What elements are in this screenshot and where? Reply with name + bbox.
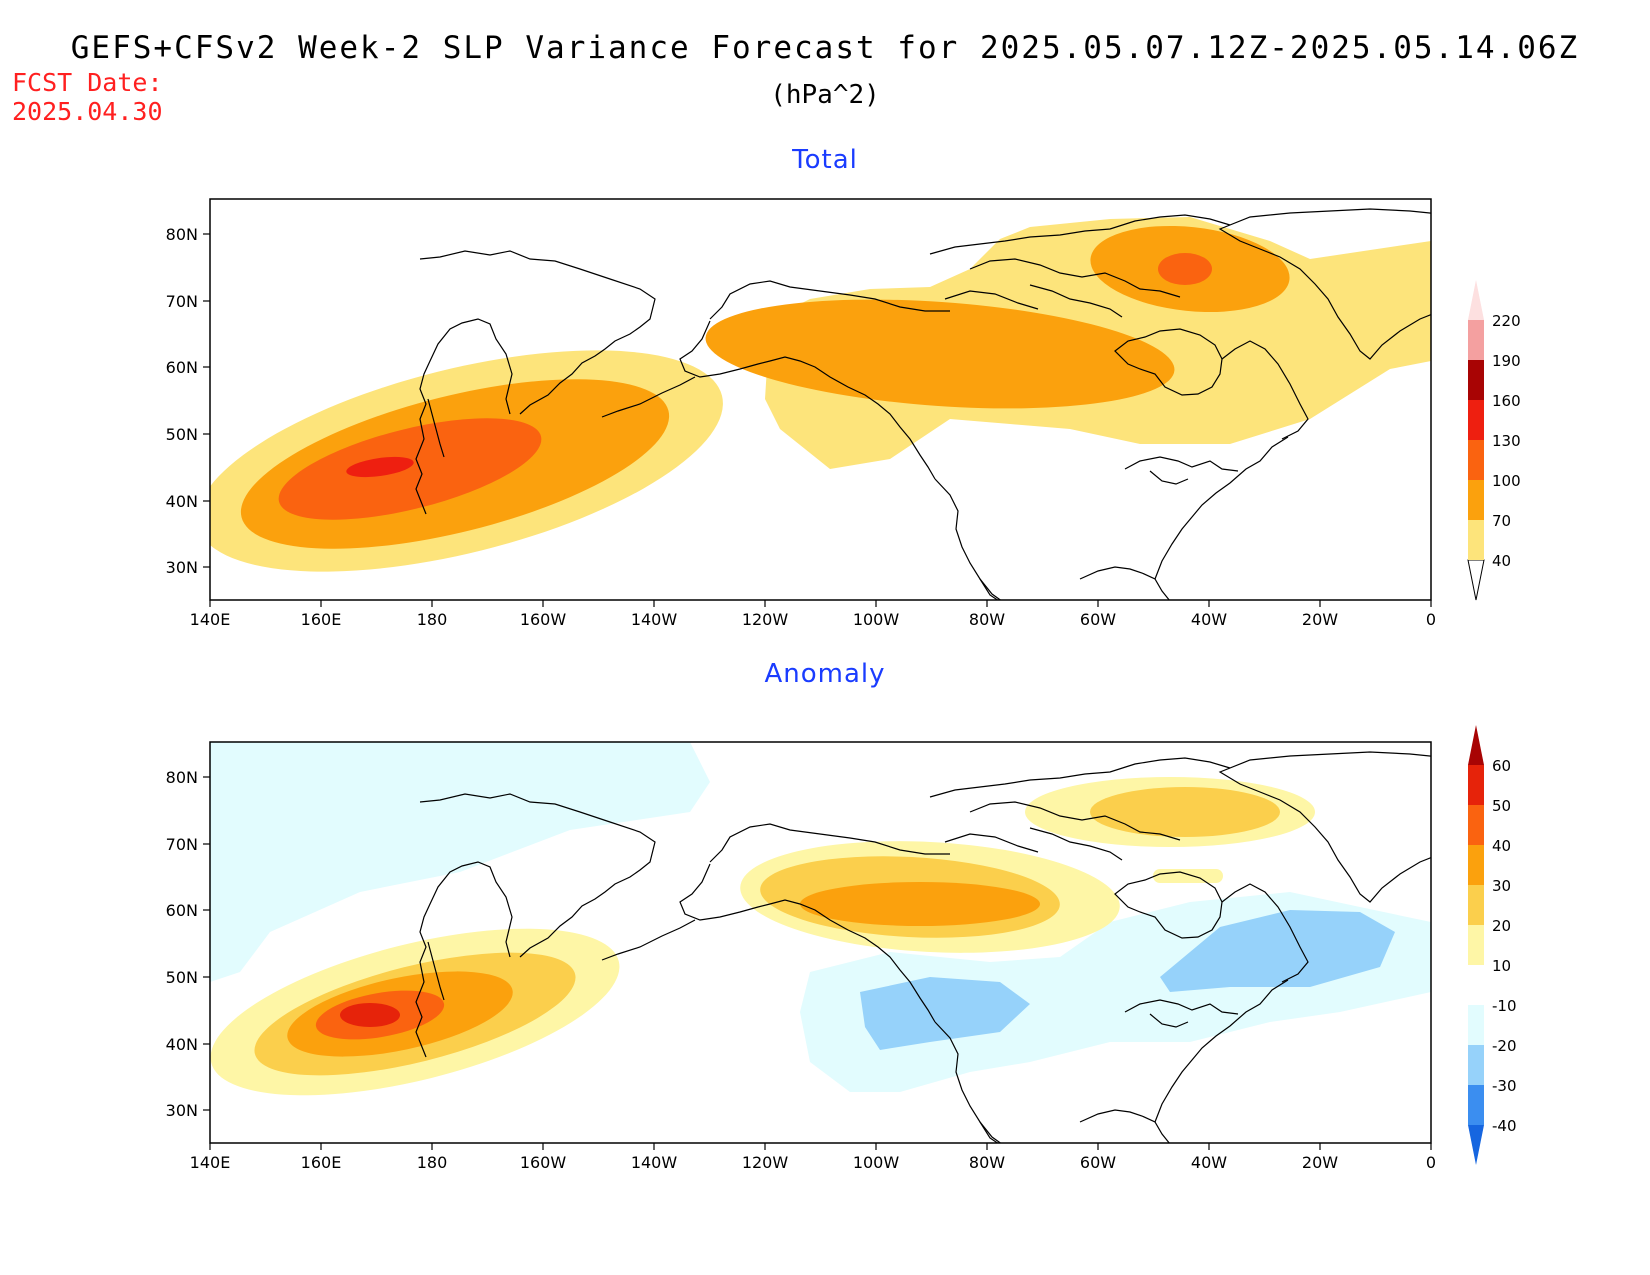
units-label: (hPa^2)	[770, 80, 880, 110]
total-legend-label: 100	[1492, 472, 1521, 490]
anomaly-legend-swatch	[1468, 925, 1484, 965]
total-lon-tick-label: 100W	[853, 610, 900, 629]
anomaly-legend-label: 60	[1492, 757, 1511, 775]
anomaly-legend-lower-arrow	[1468, 1125, 1484, 1165]
anomaly-legend-swatch	[1468, 845, 1484, 885]
anomaly-legend-swatch	[1468, 1085, 1484, 1125]
total-lat-tick-label: 40N	[166, 492, 198, 511]
anomaly-lon-tick-label: 160E	[301, 1153, 342, 1172]
anomaly-legend-label: 40	[1492, 837, 1511, 855]
total-lon-tick-label: 120W	[742, 610, 789, 629]
total-legend-swatch	[1468, 480, 1484, 520]
total-legend-swatch	[1468, 360, 1484, 400]
total-lon-tick-label: 80W	[969, 610, 1005, 629]
forecast-date-value: 2025.04.30	[12, 97, 163, 126]
total-lat-tick-label: 80N	[166, 225, 198, 244]
total-legend-label: 190	[1492, 352, 1521, 370]
anomaly-lon-tick-label: 0	[1426, 1153, 1436, 1172]
anomaly-lat-tick-label: 80N	[166, 768, 198, 787]
panel-title-anomaly: Anomaly	[764, 659, 886, 689]
total-lon-tick-label: 160E	[301, 610, 342, 629]
total-lat-ticks: 80N 70N 60N 50N 40N 30N	[166, 225, 210, 577]
total-legend-label: 220	[1492, 312, 1521, 330]
anomaly-lon-tick-label: 140W	[631, 1153, 678, 1172]
anomaly-lat-tick-label: 50N	[166, 968, 198, 987]
main-title: GEFS+CFSv2 Week-2 SLP Variance Forecast …	[70, 30, 1580, 66]
anomaly-legend-upper-arrow	[1468, 725, 1484, 765]
total-lat-tick-label: 60N	[166, 358, 198, 377]
total-legend-label: 40	[1492, 552, 1511, 570]
anomaly-legend-label: 50	[1492, 797, 1511, 815]
anomaly-legend-label: -20	[1492, 1037, 1517, 1055]
total-lat-tick-label: 30N	[166, 558, 198, 577]
anomaly-legend-label: 30	[1492, 877, 1511, 895]
anomaly-legend-swatch	[1468, 765, 1484, 805]
total-panel: 140E 160E 180 160W 140W 120W 100W 80W 60W 40W 20W 0…	[166, 198, 1521, 629]
total-legend-lower-arrow	[1467, 559, 1485, 601]
anomaly-lat-tick-label: 70N	[166, 835, 198, 854]
total-lon-tick-label: 40W	[1191, 610, 1227, 629]
anomaly-lon-tick-label: 180	[417, 1153, 448, 1172]
total-lon-tick-label: 0	[1426, 610, 1436, 629]
anomaly-lon-tick-label: 20W	[1302, 1153, 1338, 1172]
total-legend-label: 160	[1492, 392, 1521, 410]
total-lon-tick-label: 60W	[1080, 610, 1116, 629]
anomaly-lon-tick-label: 80W	[969, 1153, 1005, 1172]
total-legend-swatch	[1468, 280, 1484, 320]
anomaly-lon-tick-label: 120W	[742, 1153, 789, 1172]
forecast-date-label: FCST Date:	[12, 68, 163, 97]
anomaly-legend-label: 20	[1492, 917, 1511, 935]
total-lon-tick-label: 140W	[631, 610, 678, 629]
anomaly-legend-label: 10	[1492, 957, 1511, 975]
total-lat-tick-label: 50N	[166, 425, 198, 444]
anomaly-lon-tick-label: 140E	[190, 1153, 231, 1172]
total-legend-swatch	[1468, 400, 1484, 440]
total-lon-tick-label: 180	[417, 610, 448, 629]
anomaly-legend-swatch	[1468, 1045, 1484, 1085]
anomaly-legend: -40 -30 -20 -10 10 20 30 40 50 60	[1468, 725, 1517, 1165]
total-lat-tick-label: 70N	[166, 292, 198, 311]
anomaly-legend-label: -30	[1492, 1077, 1517, 1095]
anomaly-lat-ticks: 80N 70N 60N 50N 40N 30N	[166, 768, 210, 1120]
panel-title-total: Total	[792, 145, 858, 175]
anomaly-lon-tick-label: 100W	[853, 1153, 900, 1172]
anomaly-lat-tick-label: 60N	[166, 901, 198, 920]
anomaly-legend-swatch	[1468, 1005, 1484, 1045]
anomaly-lon-tick-label: 160W	[520, 1153, 567, 1172]
total-legend-label: 130	[1492, 432, 1521, 450]
total-lon-tick-label: 140E	[190, 610, 231, 629]
anomaly-lat-tick-label: 40N	[166, 1035, 198, 1054]
anomaly-lon-tick-label: 60W	[1080, 1153, 1116, 1172]
total-legend-swatch	[1468, 440, 1484, 480]
anomaly-legend-label: -10	[1492, 997, 1517, 1015]
anomaly-lon-ticks: 140E 160E 180 160W 140W 120W 100W 80W 60W 40W 20W 0	[190, 1143, 1436, 1172]
forecast-date-block: FCST Date: 2025.04.30	[12, 68, 163, 126]
total-lon-tick-label: 20W	[1302, 610, 1338, 629]
anomaly-legend-label: -40	[1492, 1117, 1517, 1135]
total-legend-swatch	[1468, 320, 1484, 360]
anomaly-legend-swatch	[1468, 885, 1484, 925]
anomaly-panel: 140E 160E 180 160W 140W 120W 100W 80W 60W 40W 20W 0…	[166, 725, 1517, 1172]
anomaly-lon-tick-label: 40W	[1191, 1153, 1227, 1172]
total-legend-label: 70	[1492, 512, 1511, 530]
total-lon-ticks: 140E 160E 180 160W 140W 120W 100W 80W 60W 40W 20W 0	[190, 600, 1436, 629]
total-lon-tick-label: 160W	[520, 610, 567, 629]
anomaly-legend-swatch	[1468, 965, 1484, 1005]
anomaly-legend-swatch	[1468, 805, 1484, 845]
anomaly-lat-tick-label: 30N	[166, 1101, 198, 1120]
total-legend: 40 70 100 130 160 190 220	[1467, 280, 1521, 601]
total-legend-swatch	[1468, 520, 1484, 560]
